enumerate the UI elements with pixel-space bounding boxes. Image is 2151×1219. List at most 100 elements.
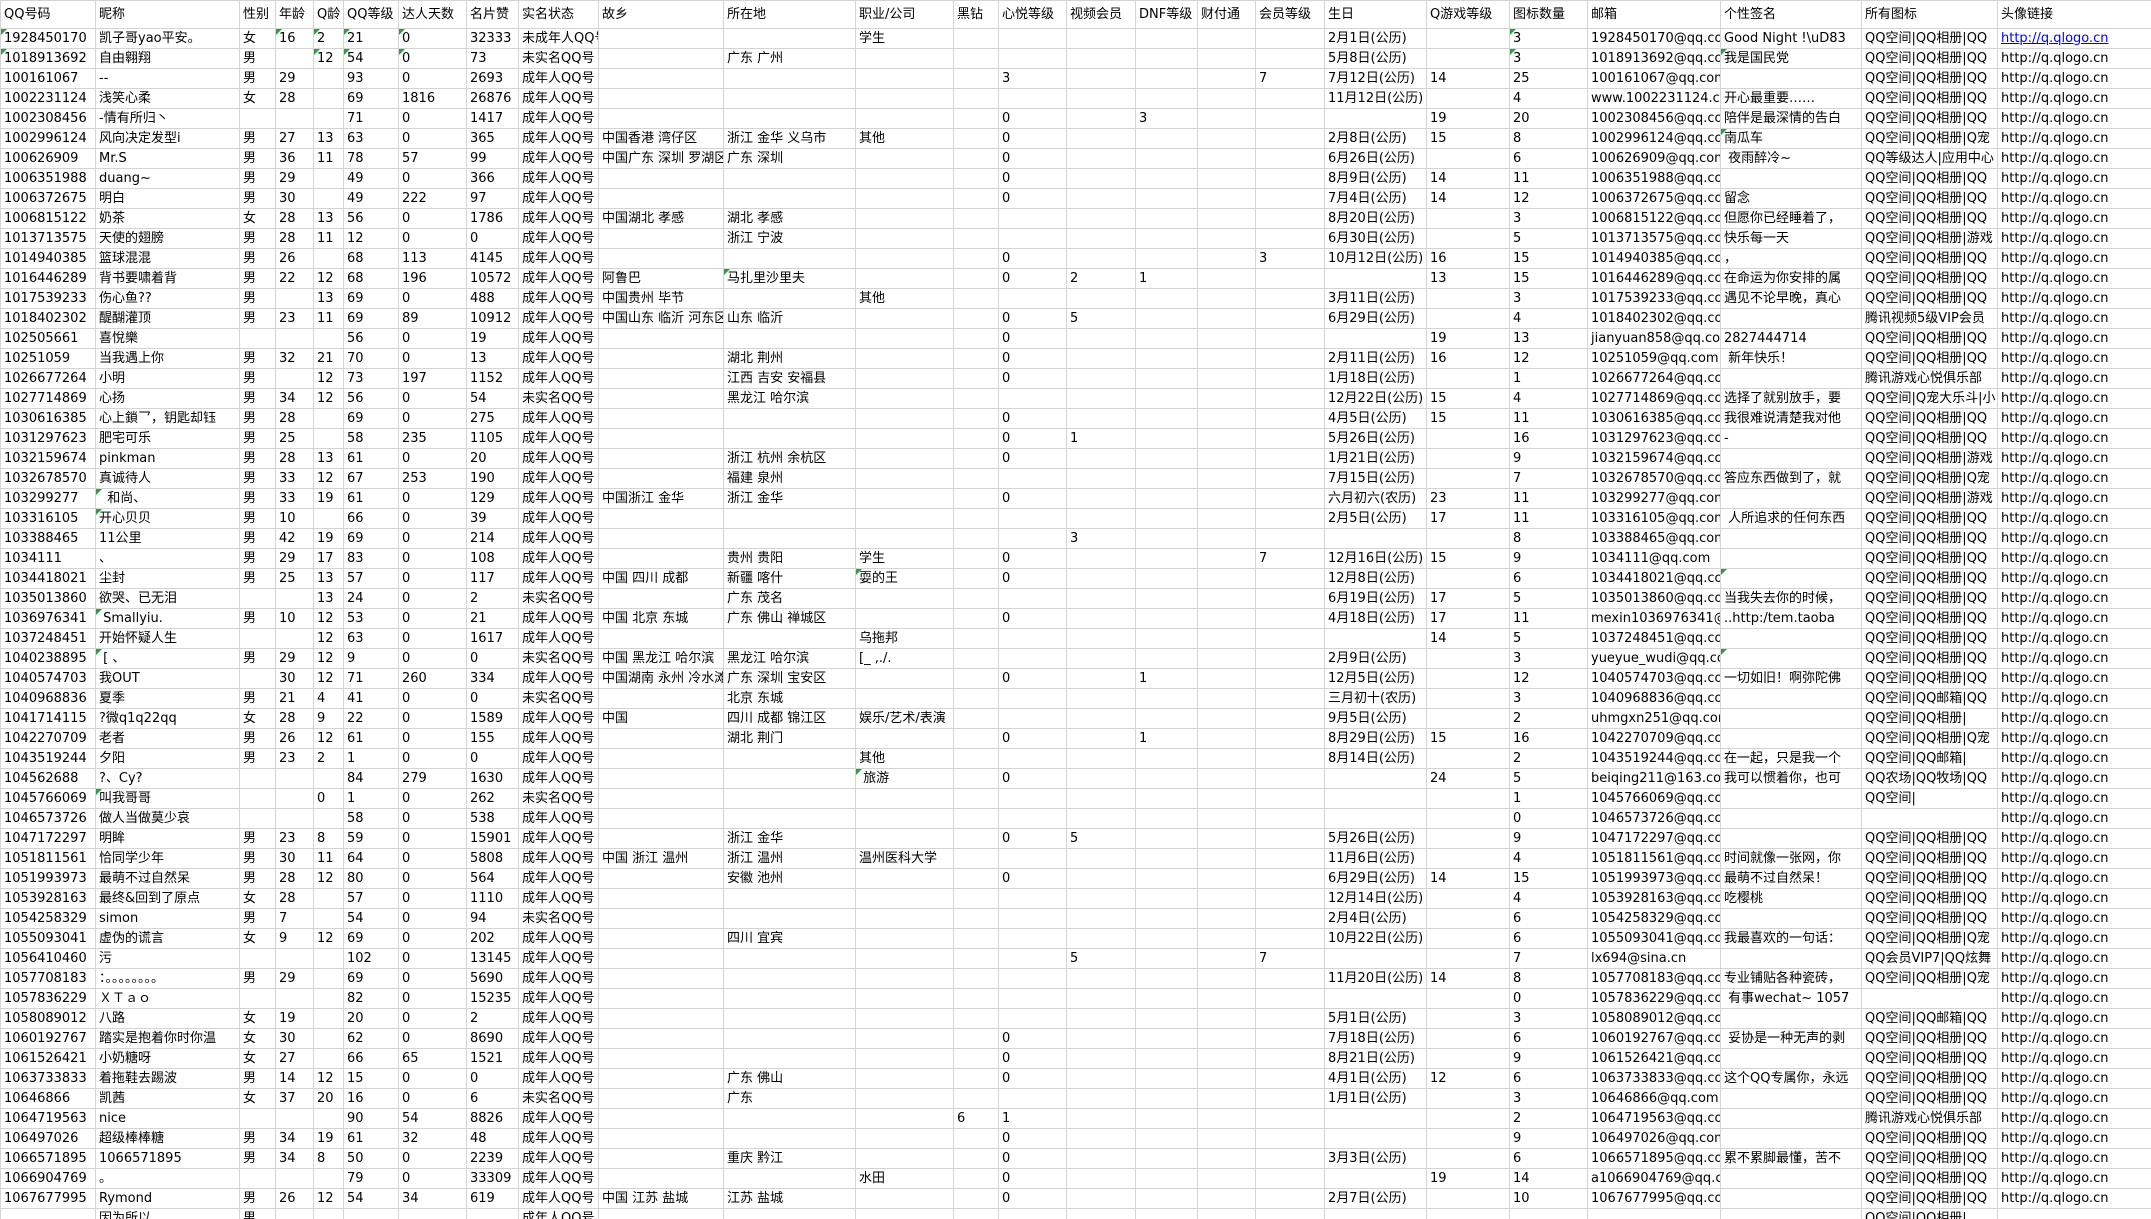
cell-realname_status[interactable]: 成年人QQ号 xyxy=(518,1128,599,1149)
cell-all_icons[interactable]: QQ空间|QQ相册|QQ xyxy=(1861,208,1998,229)
cell-video_vip[interactable]: 1 xyxy=(1066,428,1136,449)
cell-black_diamond[interactable] xyxy=(953,1148,999,1169)
cell-daren_days[interactable]: 0 xyxy=(398,948,467,969)
cell-hometown[interactable]: 中国 北京 东城 xyxy=(598,608,724,629)
cell-icon_count[interactable]: 7 xyxy=(1509,948,1588,969)
cell-q_age[interactable]: 4 xyxy=(313,688,344,709)
cell-vip_level[interactable] xyxy=(1255,148,1325,169)
cell-email[interactable]: 103388465@qq.com xyxy=(1587,528,1721,549)
cell-email[interactable]: a1066904769@qq.com xyxy=(1587,1168,1721,1189)
cell-card_likes[interactable]: 262 xyxy=(466,788,519,809)
cell-black_diamond[interactable] xyxy=(953,268,999,289)
cell-nickname[interactable]: simon xyxy=(95,908,240,929)
cell-xinyue_level[interactable] xyxy=(998,288,1067,309)
cell-location[interactable]: 广东 深圳 xyxy=(723,148,856,169)
cell-card_likes[interactable]: 8826 xyxy=(466,1108,519,1129)
cell-age[interactable]: 9 xyxy=(275,928,314,949)
cell-all_icons[interactable]: QQ空间|QQ邮箱| xyxy=(1861,748,1998,769)
cell-job_company[interactable] xyxy=(855,828,954,849)
cell-dnf_level[interactable] xyxy=(1135,808,1198,829)
cell-vip_level[interactable] xyxy=(1255,1028,1325,1049)
cell-qq_number[interactable]: 1034418021 xyxy=(0,568,96,589)
cell-vip_level[interactable] xyxy=(1255,1068,1325,1089)
cell-hometown[interactable] xyxy=(598,548,724,569)
cell-location[interactable] xyxy=(723,988,856,1009)
cell-card_likes[interactable]: 26876 xyxy=(466,88,519,109)
cell-email[interactable]: 1006351988@qq.com xyxy=(1587,168,1721,189)
cell-card_likes[interactable]: 0 xyxy=(466,1068,519,1089)
cell-q_age[interactable]: 12 xyxy=(313,928,344,949)
cell-tenpay[interactable] xyxy=(1197,208,1256,229)
cell-signature[interactable]: 吃樱桃 xyxy=(1720,888,1862,909)
cell-tenpay[interactable] xyxy=(1197,368,1256,389)
cell-black_diamond[interactable] xyxy=(953,1048,999,1069)
cell-daren_days[interactable]: 0 xyxy=(398,528,467,549)
cell-all_icons[interactable]: QQ空间|QQ相册|QQ xyxy=(1861,428,1998,449)
cell-black_diamond[interactable] xyxy=(953,208,999,229)
cell-realname_status[interactable]: 成年人QQ号 xyxy=(518,948,599,969)
cell-xinyue_level[interactable]: 0 xyxy=(998,608,1067,629)
cell-signature[interactable]: 我可以惯着你，也可 xyxy=(1720,768,1862,789)
cell-black_diamond[interactable] xyxy=(953,788,999,809)
cell-tenpay[interactable] xyxy=(1197,308,1256,329)
column-header-all_icons[interactable]: 所有图标 xyxy=(1861,0,1998,29)
cell-daren_days[interactable]: 0 xyxy=(398,1008,467,1029)
cell-xinyue_level[interactable]: 0 xyxy=(998,408,1067,429)
cell-avatar_link[interactable]: http://q.qlogo.cn xyxy=(1997,728,2151,749)
cell-birthday[interactable]: 8月20日(公历) xyxy=(1324,208,1427,229)
cell-qgame_level[interactable]: 14 xyxy=(1426,868,1510,889)
cell-qgame_level[interactable]: 15 xyxy=(1426,548,1510,569)
cell-qq_number[interactable]: 1057836229 xyxy=(0,988,96,1009)
cell-qq_level[interactable]: 58 xyxy=(343,808,399,829)
cell-signature[interactable]: 我是国民党 xyxy=(1720,48,1862,69)
cell-dnf_level[interactable] xyxy=(1135,648,1198,669)
cell-all_icons[interactable]: QQ空间|QQ相册|QQ xyxy=(1861,508,1998,529)
cell-avatar_link[interactable]: http://q.qlogo.cn xyxy=(1997,68,2151,89)
cell-location[interactable]: 浙江 金华 xyxy=(723,488,856,509)
cell-location[interactable] xyxy=(723,88,856,109)
cell-avatar_link[interactable]: http://q.qlogo.cn xyxy=(1997,308,2151,329)
cell-signature[interactable]: 选择了就别放手，要 xyxy=(1720,388,1862,409)
cell-location[interactable]: 新疆 喀什 xyxy=(723,568,856,589)
cell-vip_level[interactable] xyxy=(1255,288,1325,309)
cell-dnf_level[interactable] xyxy=(1135,608,1198,629)
cell-daren_days[interactable]: 222 xyxy=(398,188,467,209)
cell-qgame_level[interactable]: 15 xyxy=(1426,728,1510,749)
cell-qq_level[interactable]: 82 xyxy=(343,988,399,1009)
cell-dnf_level[interactable] xyxy=(1135,148,1198,169)
cell-birthday[interactable]: 6月19日(公历) xyxy=(1324,588,1427,609)
cell-qq_level[interactable]: 68 xyxy=(343,268,399,289)
cell-video_vip[interactable] xyxy=(1066,1148,1136,1169)
cell-all_icons[interactable]: QQ空间|QQ相册|QQ xyxy=(1861,248,1998,269)
cell-qgame_level[interactable]: 14 xyxy=(1426,628,1510,649)
cell-qq_number[interactable]: 1016446289 xyxy=(0,268,96,289)
cell-nickname[interactable]: 八路 xyxy=(95,1008,240,1029)
cell-job_company[interactable] xyxy=(855,1208,954,1219)
cell-tenpay[interactable] xyxy=(1197,668,1256,689)
cell-black_diamond[interactable] xyxy=(953,488,999,509)
cell-all_icons[interactable]: QQ空间|QQ相册|QQ xyxy=(1861,568,1998,589)
cell-all_icons[interactable]: QQ空间|QQ相册|游戏 xyxy=(1861,448,1998,469)
cell-signature[interactable] xyxy=(1720,1008,1862,1029)
cell-dnf_level[interactable] xyxy=(1135,1028,1198,1049)
cell-hometown[interactable] xyxy=(598,1128,724,1149)
cell-email[interactable]: 1030616385@qq.com xyxy=(1587,408,1721,429)
cell-icon_count[interactable]: 11 xyxy=(1509,408,1588,429)
cell-gender[interactable] xyxy=(239,1108,276,1129)
cell-q_age[interactable]: 11 xyxy=(313,308,344,329)
cell-hometown[interactable] xyxy=(598,1048,724,1069)
cell-gender[interactable]: 女 xyxy=(239,888,276,909)
cell-vip_level[interactable] xyxy=(1255,1148,1325,1169)
cell-age[interactable]: 30 xyxy=(275,188,314,209)
cell-qgame_level[interactable] xyxy=(1426,908,1510,929)
cell-nickname[interactable]: 11公里 xyxy=(95,528,240,549)
cell-gender[interactable]: 男 xyxy=(239,748,276,769)
cell-dnf_level[interactable] xyxy=(1135,168,1198,189)
cell-hometown[interactable] xyxy=(598,388,724,409)
cell-nickname[interactable]: 和尚、 xyxy=(95,488,240,509)
cell-avatar_link[interactable] xyxy=(1997,1208,2151,1219)
cell-qq_level[interactable]: 56 xyxy=(343,208,399,229)
cell-all_icons[interactable]: QQ空间|QQ相册|QQ xyxy=(1861,268,1998,289)
cell-icon_count[interactable]: 3 xyxy=(1509,28,1588,49)
cell-icon_count[interactable]: 1 xyxy=(1509,368,1588,389)
